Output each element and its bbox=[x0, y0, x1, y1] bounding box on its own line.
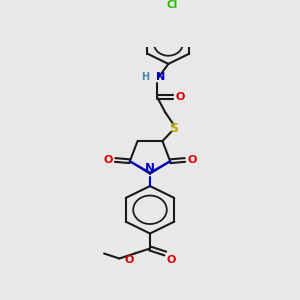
Text: Cl: Cl bbox=[167, 0, 178, 10]
Text: O: O bbox=[175, 92, 184, 102]
Text: N: N bbox=[156, 72, 166, 82]
Text: H: H bbox=[141, 72, 149, 82]
Text: O: O bbox=[167, 255, 176, 265]
Text: S: S bbox=[169, 122, 178, 135]
Text: O: O bbox=[103, 155, 113, 165]
Text: O: O bbox=[187, 155, 196, 165]
Text: O: O bbox=[124, 255, 134, 265]
Text: N: N bbox=[145, 162, 155, 175]
